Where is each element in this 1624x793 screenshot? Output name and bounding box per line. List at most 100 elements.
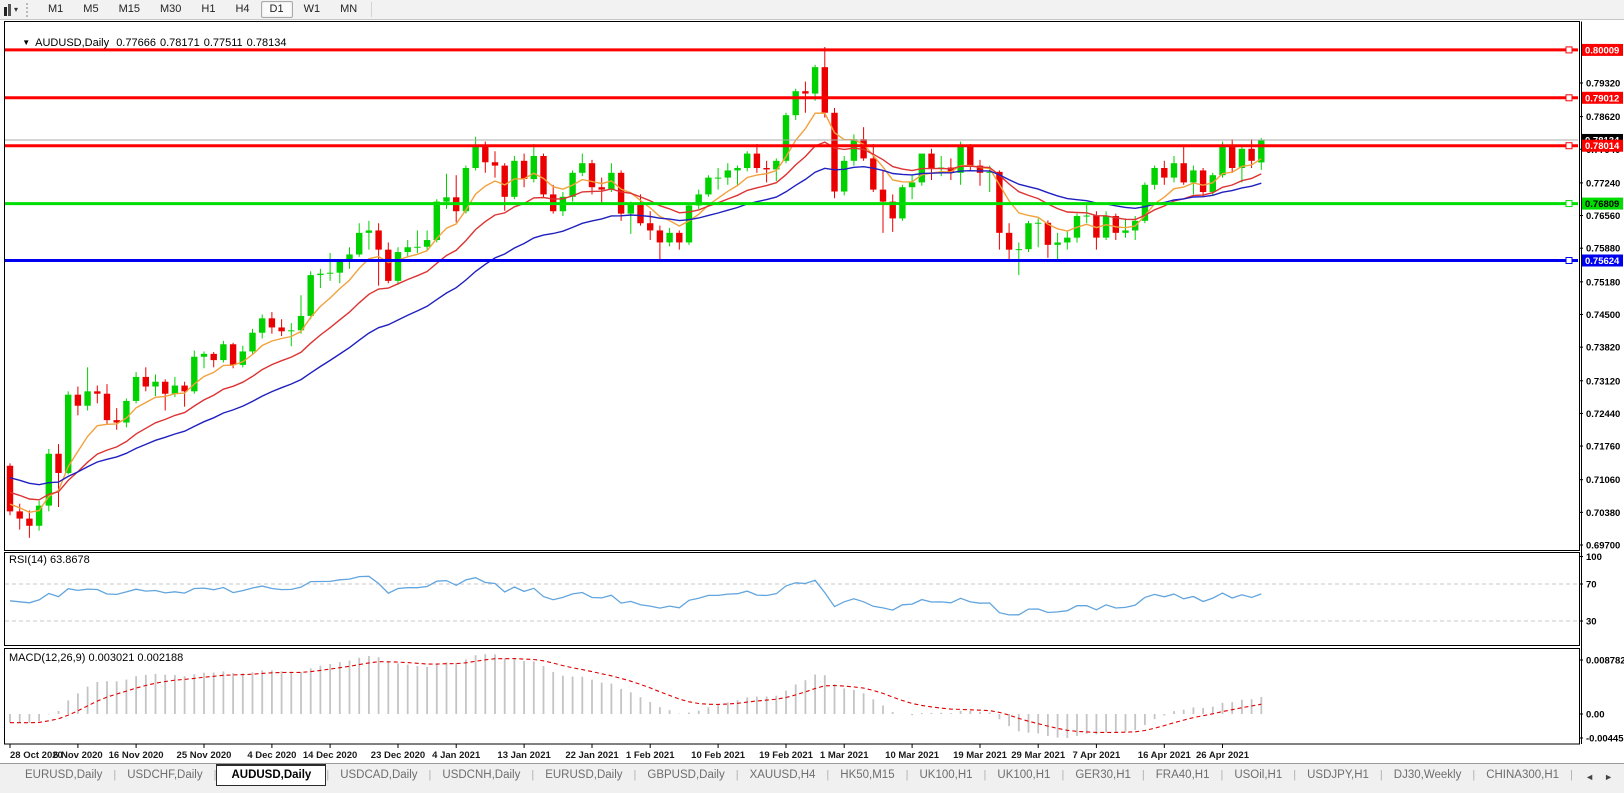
chevron-down-icon: ▾ [14,4,19,14]
tab-scrollers: ◄ ► [1580,766,1618,788]
chart-cursor-dropdown[interactable]: ▾ [0,3,22,16]
svg-text:1 Mar 2021: 1 Mar 2021 [820,750,869,761]
slow-ma-line [9,165,1262,486]
chart-tab-bar: EURUSD,Daily | USDCHF,Daily | AUDUSD,Daily | U… [0,763,1624,793]
tab-separator: | [1570,769,1573,781]
tab-china300-h1[interactable]: CHINA300,H1 [1486,769,1560,781]
medium-ma-line [9,141,1262,501]
tab-eurusd-daily[interactable]: EURUSD,Daily [25,769,103,781]
tab-uk100-h1[interactable]: UK100,H1 [919,769,973,781]
tab-audusd-daily[interactable]: AUDUSD,Daily [216,764,327,786]
panel-borders [4,21,1582,745]
svg-text:23 Dec 2020: 23 Dec 2020 [371,750,425,761]
svg-text:19 Mar 2021: 19 Mar 2021 [953,750,1008,761]
horizontal-level-lines[interactable] [5,46,1578,265]
price-axis: 0.793200.786200.779400.772400.765600.758… [1579,79,1620,552]
svg-text:0.78014: 0.78014 [1585,141,1620,152]
svg-text:0.75180: 0.75180 [1586,277,1620,288]
tab-usdcnh-daily[interactable]: USDCNH,Daily [442,769,521,781]
open-value: 0.77666 [116,37,156,49]
svg-text:0.78620: 0.78620 [1586,112,1620,123]
svg-text:0.77240: 0.77240 [1586,178,1620,189]
macd-signal-line [10,658,1262,733]
timeframe-button-h1[interactable]: H1 [201,3,216,15]
moving-averages-layer [9,112,1262,514]
tab-separator: | [983,769,987,781]
tab-usdcad-daily[interactable]: USDCAD,Daily [340,769,418,781]
tab-uk100-h1[interactable]: UK100,H1 [997,769,1051,781]
tab-separator: | [633,769,637,781]
tab-scroll-right-icon[interactable]: ► [1604,772,1613,782]
svg-text:19 Feb 2021: 19 Feb 2021 [759,750,814,761]
toolbar-grip-handle[interactable] [26,2,32,17]
fast-ma-line [9,112,1262,514]
rsi-panel: 100 70 30 [5,552,1602,628]
tab-hk50-m15[interactable]: HK50,M15 [840,769,895,781]
svg-text:100: 100 [1586,552,1602,563]
svg-text:0.008782: 0.008782 [1586,655,1624,666]
tab-overflow-truncated[interactable]: U [1573,765,1578,784]
svg-text:25 Nov 2020: 25 Nov 2020 [177,750,232,761]
low-value: 0.77511 [203,37,243,49]
timeframe-button-mn[interactable]: MN [340,3,358,15]
collapse-triangle-icon[interactable]: ▼ [22,38,31,47]
svg-text:16 Apr 2021: 16 Apr 2021 [1138,750,1192,761]
svg-text:0.75624: 0.75624 [1585,256,1620,267]
tab-fra40-h1[interactable]: FRA40,H1 [1155,769,1210,781]
tab-separator: | [428,769,432,781]
tab-separator: | [1061,769,1065,781]
tab-separator: | [213,769,217,781]
svg-text:4 Dec 2020: 4 Dec 2020 [247,750,296,761]
candlestick-chart-icon [4,3,12,16]
svg-text:0.71760: 0.71760 [1586,442,1620,453]
svg-text:7 Apr 2021: 7 Apr 2021 [1073,750,1121,761]
tab-eurusd-daily[interactable]: EURUSD,Daily [545,769,623,781]
tab-separator: | [1379,769,1383,781]
svg-text:0.79012: 0.79012 [1585,93,1619,104]
close-value: 0.78134 [246,37,287,49]
tab-usdjpy-h1[interactable]: USDJPY,H1 [1307,769,1369,781]
tab-separator: | [1220,769,1224,781]
timeframe-button-w1[interactable]: W1 [303,3,321,15]
timeframe-button-d1[interactable]: D1 [260,1,293,18]
svg-text:70: 70 [1586,580,1597,591]
tab-scroll-left-icon[interactable]: ◄ [1585,772,1595,782]
svg-text:10 Feb 2021: 10 Feb 2021 [691,750,746,761]
high-value: 0.78171 [159,37,200,49]
svg-text:14 Dec 2020: 14 Dec 2020 [303,750,357,761]
tab-separator: | [113,769,117,781]
timeframe-button-m15[interactable]: M15 [118,3,140,15]
svg-text:0.73120: 0.73120 [1586,376,1620,387]
svg-text:13 Jan 2021: 13 Jan 2021 [497,750,551,761]
tab-usoil-h1[interactable]: USOil,H1 [1234,769,1283,781]
tab-gbpusd-daily[interactable]: GBPUSD,Daily [647,769,725,781]
macd-histogram [9,654,1263,739]
timeframe-button-m1[interactable]: M1 [48,3,64,15]
tab-ger30-h1[interactable]: GER30,H1 [1075,769,1131,781]
timeframe-button-h4[interactable]: H4 [235,3,250,15]
svg-text:0.74500: 0.74500 [1586,310,1620,321]
svg-text:0.76809: 0.76809 [1585,199,1619,210]
macd-indicator-title: MACD(12,26,9) 0.003021 0.002188 [9,652,184,664]
svg-text:0.76560: 0.76560 [1586,211,1620,222]
symbol-label: AUDUSD,Daily [35,37,110,49]
tab-xauusd-h4[interactable]: XAUUSD,H4 [749,769,816,781]
tab-separator: | [1141,769,1145,781]
timeframe-button-m5[interactable]: M5 [83,3,99,15]
svg-text:29 Mar 2021: 29 Mar 2021 [1011,750,1066,761]
macd-panel: 0.008782 0.00 -0.004451 [9,654,1624,745]
svg-text:22 Jan 2021: 22 Jan 2021 [565,750,619,761]
svg-text:1 Feb 2021: 1 Feb 2021 [626,750,675,761]
rsi-line [9,575,1262,616]
tab-usdchf-daily[interactable]: USDCHF,Daily [127,769,203,781]
timeframe-button-m30[interactable]: M30 [159,3,182,15]
svg-text:28 Oct 2020: 28 Oct 2020 [10,750,63,761]
tab-dj30-weekly[interactable]: DJ30,Weekly [1393,769,1462,781]
rsi-indicator-title: RSI(14) 63.8678 [9,554,90,566]
svg-text:0.79320: 0.79320 [1586,79,1620,90]
tab-separator: | [1472,769,1476,781]
svg-text:16 Nov 2020: 16 Nov 2020 [109,750,164,761]
